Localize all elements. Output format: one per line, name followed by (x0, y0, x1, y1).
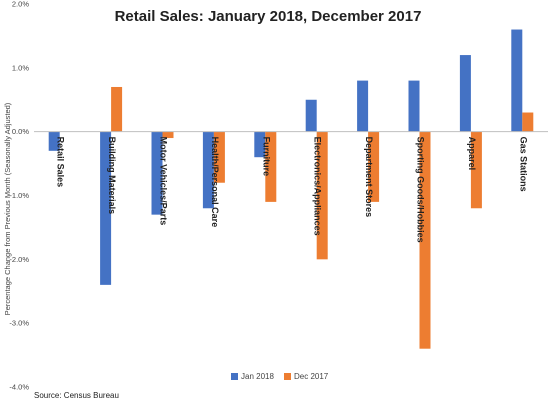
y-tick-label: 1.0% (12, 63, 29, 72)
y-tick-label: 0.0% (12, 127, 29, 136)
category-label: Apparel (467, 137, 477, 171)
category-label: Department Stores (364, 137, 374, 218)
bar (100, 131, 112, 285)
bar (111, 86, 123, 132)
y-tick-label: 2.0% (12, 0, 29, 9)
bar (459, 55, 471, 132)
legend-label: Jan 2018 (241, 372, 274, 381)
category-label: Gas Stations (518, 137, 528, 192)
category-label: Furniture (261, 137, 271, 177)
bar (316, 131, 328, 260)
category-label: Retail Sales (56, 137, 66, 188)
category-label: Health/Personal Care (210, 137, 220, 228)
category-label: Motor Vehicles/Parts (159, 137, 169, 226)
bar (254, 131, 266, 158)
bar (368, 131, 380, 202)
y-axis-label: Percentage Change from Previous Month (S… (3, 102, 12, 315)
bar (151, 131, 163, 215)
bar (305, 99, 317, 132)
y-tick-label: -1.0% (9, 191, 29, 200)
category-label: Electronics/Appliances (313, 137, 323, 236)
legend-swatch (284, 373, 291, 380)
bar (265, 131, 277, 202)
category-labels: Retail Sales Building Materials Motor Vehi… (56, 137, 529, 243)
bar (48, 131, 60, 151)
bar (357, 80, 369, 132)
category-label: Building Materials (107, 137, 117, 215)
source-note: Source: Census Bureau (34, 391, 119, 400)
chart-title: Retail Sales: January 2018, December 201… (115, 8, 422, 25)
bar (162, 131, 174, 139)
bar (511, 29, 523, 132)
bar (470, 131, 482, 209)
bar (522, 112, 534, 132)
y-tick-label: -2.0% (9, 255, 29, 264)
bars (48, 29, 534, 349)
bar (408, 80, 420, 132)
y-tick-label: -3.0% (9, 319, 29, 328)
y-axis-ticks: 2.0% 1.0% 0.0% -1.0% -2.0% -3.0% -4.0% (9, 0, 29, 392)
legend: Jan 2018 Dec 2017 (231, 372, 329, 381)
legend-swatch (231, 373, 238, 380)
bar (419, 131, 431, 349)
bar (213, 131, 225, 183)
y-tick-label: -4.0% (9, 383, 29, 392)
legend-label: Dec 2017 (294, 372, 329, 381)
category-label: Sporting Goods/Hobbies (416, 137, 426, 243)
bar (202, 131, 214, 209)
